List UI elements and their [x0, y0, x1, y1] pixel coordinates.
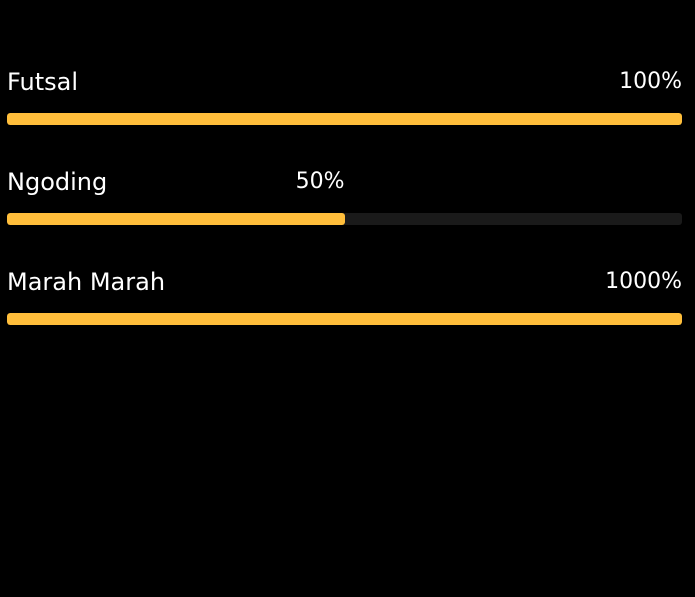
skill-percent: 100% [619, 69, 682, 94]
skill-label: Marah Marah [7, 268, 166, 296]
progress-track [7, 113, 682, 125]
progress-fill [7, 113, 682, 125]
progress-track [7, 313, 682, 325]
skill-percent: 1000% [605, 269, 682, 294]
skill-item-futsal: Futsal 100% [7, 67, 682, 127]
progress-track [7, 213, 682, 225]
skill-percent: 50% [295, 169, 345, 194]
skill-item-marah-marah: Marah Marah 1000% [7, 267, 682, 327]
skill-label: Futsal [7, 68, 78, 96]
skill-item-ngoding: Ngoding 50% [7, 167, 682, 227]
progress-fill [7, 313, 682, 325]
progress-fill [7, 213, 345, 225]
skill-label: Ngoding [7, 168, 108, 196]
